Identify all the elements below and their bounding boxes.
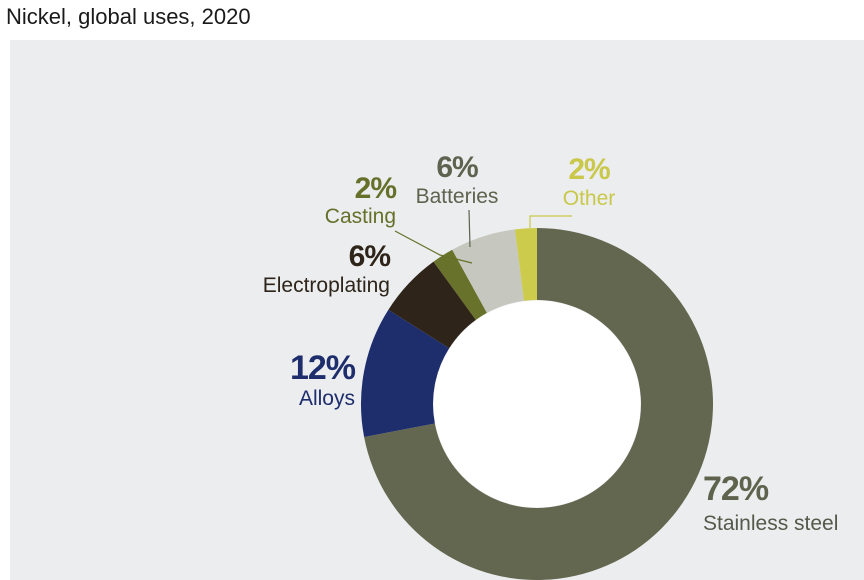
value-label-other: 2% [568, 153, 610, 186]
chart-title: Nickel, global uses, 2020 [6, 4, 251, 29]
slice-electroplating [388, 261, 476, 349]
category-label-batteries: Batteries [416, 185, 499, 208]
leader-line-other [529, 215, 572, 228]
category-label-other: Other [563, 187, 616, 210]
value-label-electroplating: 6% [349, 240, 391, 273]
donut-hole [433, 300, 641, 508]
leader-line-batteries [468, 209, 471, 248]
category-label-alloys: Alloys [299, 387, 355, 410]
category-label-stainless-steel: Stainless steel [703, 512, 838, 535]
slice-other [514, 228, 537, 301]
slice-stainless-steel [364, 228, 713, 580]
slice-batteries [452, 229, 524, 313]
value-label-stainless-steel: 72% [703, 470, 769, 508]
category-label-electroplating: Electroplating [263, 274, 390, 297]
value-label-casting: 2% [355, 172, 397, 205]
slice-casting [433, 249, 487, 320]
category-label-casting: Casting [325, 205, 396, 228]
leader-line-casting [394, 230, 473, 264]
value-label-batteries: 6% [436, 151, 478, 184]
slice-alloys [360, 309, 450, 437]
value-label-alloys: 12% [290, 349, 356, 387]
